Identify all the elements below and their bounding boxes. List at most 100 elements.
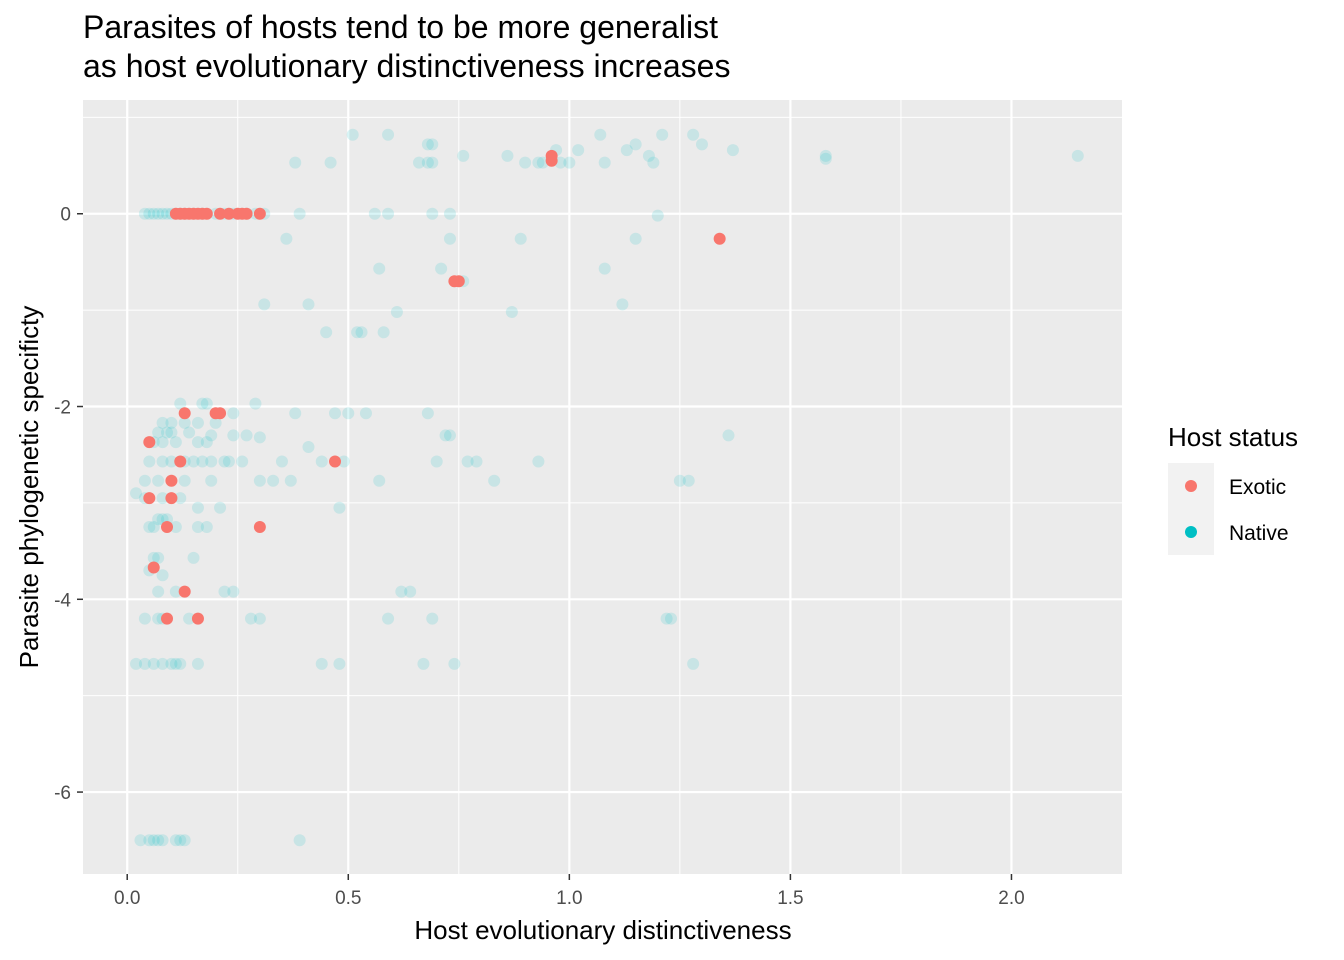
data-point-native xyxy=(258,298,271,311)
data-point-native xyxy=(165,657,178,670)
data-point-exotic xyxy=(214,207,227,220)
data-point-native xyxy=(253,431,266,444)
data-point-native xyxy=(143,834,156,847)
data-point-native xyxy=(218,455,231,468)
data-point-native xyxy=(532,455,545,468)
legend: Host status Exotic Native xyxy=(1168,422,1298,555)
data-point-exotic xyxy=(161,521,174,534)
data-point-native xyxy=(390,306,403,319)
data-point-native xyxy=(152,513,165,526)
minor-gridlines xyxy=(83,100,1122,874)
data-point-native xyxy=(156,657,169,670)
data-point-native xyxy=(156,492,169,505)
data-point-native xyxy=(404,585,417,598)
data-point-native xyxy=(373,262,386,275)
data-point-native xyxy=(218,585,231,598)
data-point-native xyxy=(240,429,253,442)
legend-key-native xyxy=(1185,526,1197,538)
data-point-native xyxy=(395,585,408,598)
data-point-exotic xyxy=(240,207,253,220)
chart-title: Parasites of hosts tend to be more gener… xyxy=(83,9,718,45)
data-point-native xyxy=(152,207,165,220)
data-point-native xyxy=(205,474,218,487)
data-point-native xyxy=(138,474,151,487)
data-point-exotic xyxy=(200,207,213,220)
data-point-native xyxy=(315,657,328,670)
data-point-native xyxy=(682,474,695,487)
data-point-exotic xyxy=(329,455,342,468)
data-point-native xyxy=(448,657,461,670)
data-point-native xyxy=(439,429,452,442)
data-point-native xyxy=(426,207,439,220)
data-point-native xyxy=(222,455,235,468)
data-point-native xyxy=(161,207,174,220)
data-point-native xyxy=(147,834,160,847)
data-point-native xyxy=(174,397,187,410)
data-point-exotic xyxy=(214,407,227,420)
data-point-native xyxy=(514,232,527,245)
data-point-native xyxy=(435,262,448,275)
data-point-native xyxy=(200,436,213,449)
data-point-native xyxy=(563,156,576,169)
data-point-native xyxy=(134,834,147,847)
y-tick-label: -2 xyxy=(54,398,71,419)
data-point-native xyxy=(156,416,169,429)
data-point-native xyxy=(205,429,218,442)
data-point-native xyxy=(183,426,196,439)
data-point-native xyxy=(138,207,151,220)
data-point-native xyxy=(355,326,368,339)
data-point-native xyxy=(819,152,832,165)
data-point-native xyxy=(620,144,633,157)
data-point-native xyxy=(293,834,306,847)
data-point-native xyxy=(616,298,629,311)
data-point-native xyxy=(302,298,315,311)
data-point-native xyxy=(174,492,187,505)
data-point-native xyxy=(302,440,315,453)
data-point-native xyxy=(143,521,156,534)
data-point-native xyxy=(417,657,430,670)
data-point-native xyxy=(280,232,293,245)
y-tick-label: -6 xyxy=(54,783,71,804)
data-point-native xyxy=(695,138,708,151)
y-axis: 0 -2 -4 -6 xyxy=(54,205,83,804)
data-point-native xyxy=(651,209,664,222)
data-point-native xyxy=(174,657,187,670)
data-point-native xyxy=(430,455,443,468)
data-point-native xyxy=(152,426,165,439)
data-point-native xyxy=(169,585,182,598)
x-tick-label: 1.0 xyxy=(556,888,582,909)
data-point-exotic xyxy=(174,455,187,468)
data-point-exotic xyxy=(191,612,204,625)
chart-subtitle: as host evolutionary distinctiveness inc… xyxy=(83,48,730,84)
data-point-native xyxy=(200,521,213,534)
data-point-native xyxy=(156,455,169,468)
data-point-native xyxy=(143,455,156,468)
data-point-native xyxy=(227,585,240,598)
data-point-native xyxy=(598,262,611,275)
data-point-native xyxy=(169,521,182,534)
data-point-native xyxy=(169,436,182,449)
data-point-native xyxy=(174,834,187,847)
data-point-native xyxy=(377,326,390,339)
data-point-native xyxy=(421,407,434,420)
data-point-native xyxy=(156,436,169,449)
major-gridlines xyxy=(83,100,1122,874)
data-point-native xyxy=(156,207,169,220)
data-point-exotic xyxy=(147,561,160,574)
data-point-native xyxy=(501,149,514,162)
data-point-native xyxy=(329,407,342,420)
data-point-native xyxy=(191,521,204,534)
data-point-native xyxy=(532,156,545,169)
data-point-native xyxy=(346,128,359,141)
data-point-exotic xyxy=(165,492,178,505)
data-point-native xyxy=(130,657,143,670)
data-point-native xyxy=(1071,149,1084,162)
data-points xyxy=(130,128,1084,847)
data-point-native xyxy=(505,306,518,319)
data-point-native xyxy=(673,474,686,487)
x-axis-title: Host evolutionary distinctiveness xyxy=(414,915,791,945)
data-point-native xyxy=(382,128,395,141)
data-point-native xyxy=(143,207,156,220)
data-point-exotic xyxy=(143,492,156,505)
